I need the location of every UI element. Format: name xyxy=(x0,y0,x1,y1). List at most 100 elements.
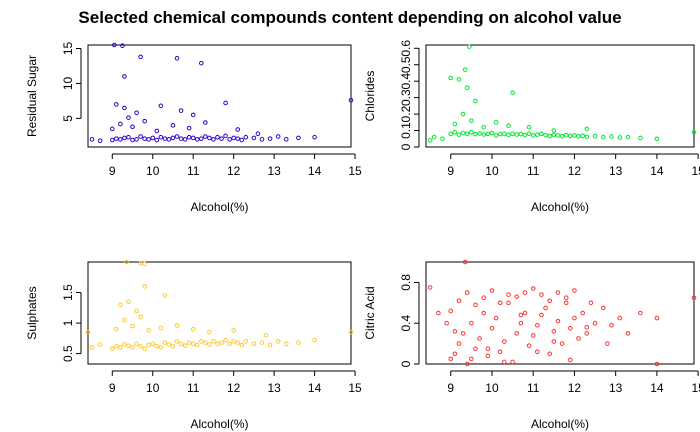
data-point xyxy=(134,137,139,142)
data-point xyxy=(448,308,454,314)
data-point xyxy=(518,320,524,326)
data-point xyxy=(263,332,269,338)
data-point xyxy=(580,310,585,316)
data-point xyxy=(154,343,160,349)
data-point xyxy=(194,137,200,142)
x-tick-label: 9 xyxy=(109,164,116,178)
data-point xyxy=(572,288,577,293)
data-point xyxy=(89,345,95,350)
data-point xyxy=(243,134,249,140)
data-point xyxy=(259,137,265,142)
data-point xyxy=(526,343,532,348)
data-point xyxy=(510,359,515,365)
data-point xyxy=(464,131,470,137)
data-point xyxy=(625,331,631,336)
data-point xyxy=(551,128,557,133)
data-point xyxy=(97,138,103,144)
data-point xyxy=(530,133,536,138)
data-point xyxy=(178,136,184,141)
data-point xyxy=(460,130,466,136)
data-point xyxy=(227,341,232,347)
data-point xyxy=(551,339,557,344)
y-tick-label: 0.1 xyxy=(399,122,413,139)
y-tick-label: 0 xyxy=(399,360,413,367)
y-tick-label: 1 xyxy=(61,319,75,326)
x-tick-label: 10 xyxy=(146,381,160,395)
y-tick-label: 0.4 xyxy=(399,73,413,90)
data-point xyxy=(522,310,528,316)
data-point xyxy=(427,285,433,290)
x-tick-label: 14 xyxy=(650,164,664,178)
data-point xyxy=(126,134,131,140)
data-point xyxy=(609,134,614,139)
data-point xyxy=(134,110,139,116)
data-point xyxy=(473,98,478,104)
plot-frame xyxy=(87,44,352,148)
data-point xyxy=(456,341,462,346)
data-point xyxy=(522,290,528,295)
panel-4: 9 10 11 12 13 14 15 0 0.4 0.8 Alcohol(%) Citric Aci… xyxy=(363,259,700,431)
data-point xyxy=(691,129,697,135)
data-point xyxy=(539,131,544,137)
data-point xyxy=(489,326,495,331)
data-point xyxy=(576,336,581,341)
data-point xyxy=(243,339,249,344)
data-points xyxy=(427,259,697,367)
data-point xyxy=(186,125,192,131)
data-point xyxy=(239,342,245,348)
data-point xyxy=(584,331,590,336)
y-tick-label: 0 xyxy=(399,143,413,150)
data-point xyxy=(126,343,131,348)
data-point xyxy=(170,343,176,349)
data-point xyxy=(625,134,631,140)
data-point xyxy=(464,85,470,91)
data-point xyxy=(584,134,590,140)
x-tick-label: 15 xyxy=(348,164,362,178)
data-point xyxy=(555,290,561,295)
data-point xyxy=(456,298,462,304)
data-point xyxy=(600,305,606,311)
data-point xyxy=(142,118,147,124)
data-point xyxy=(452,329,458,334)
data-point xyxy=(142,284,147,289)
data-point xyxy=(506,292,511,297)
data-point xyxy=(481,132,487,137)
data-point xyxy=(166,137,172,142)
data-point xyxy=(109,137,115,143)
data-point xyxy=(481,124,487,130)
data-point xyxy=(235,340,241,345)
data-point xyxy=(481,295,487,301)
data-point xyxy=(456,132,462,137)
data-point xyxy=(551,329,557,334)
data-point xyxy=(592,133,598,139)
data-point xyxy=(497,349,503,355)
data-point xyxy=(142,136,147,141)
data-point xyxy=(518,131,524,137)
x-tick-label: 13 xyxy=(267,381,281,395)
data-point xyxy=(539,292,544,297)
data-point xyxy=(223,133,228,139)
data-point xyxy=(162,136,168,141)
data-point xyxy=(617,135,623,140)
data-point xyxy=(477,131,482,136)
data-point xyxy=(130,323,135,329)
data-point xyxy=(231,339,236,344)
y-tick-label: 0.6 xyxy=(399,40,413,57)
data-point xyxy=(118,345,123,350)
panel-3: 9 10 11 12 13 14 15 0.5 1 1.5 Alcohol(%) Sulphates xyxy=(25,259,362,431)
data-point xyxy=(122,74,127,79)
x-tick-label: 15 xyxy=(691,381,700,395)
x-tick-label: 11 xyxy=(527,164,540,178)
data-point xyxy=(146,342,151,348)
data-point xyxy=(231,135,236,141)
data-point xyxy=(170,135,176,141)
data-point xyxy=(563,300,569,306)
data-point xyxy=(547,298,552,304)
data-point xyxy=(154,128,160,134)
data-points xyxy=(89,42,354,144)
data-point xyxy=(348,97,354,103)
x-tick-label: 11 xyxy=(527,381,540,395)
data-point xyxy=(497,131,503,137)
x-tick-label: 13 xyxy=(609,381,623,395)
data-point xyxy=(497,300,503,306)
